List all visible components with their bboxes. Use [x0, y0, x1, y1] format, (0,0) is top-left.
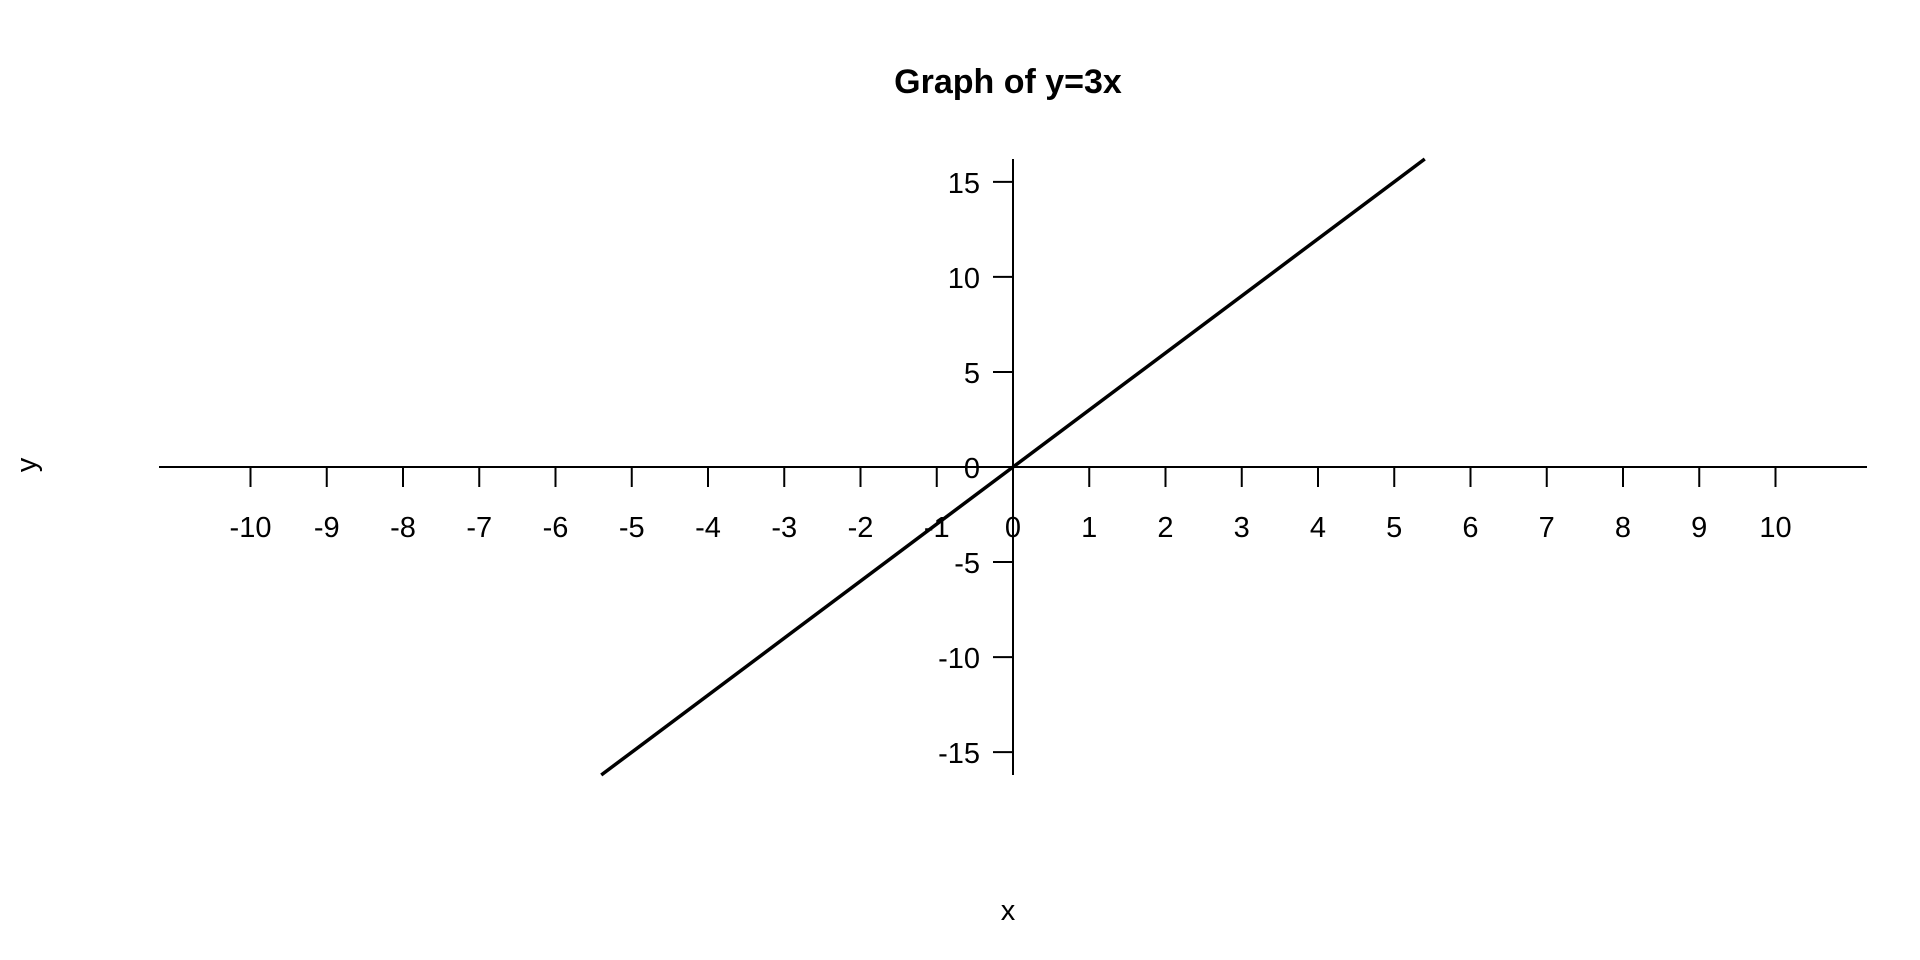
- x-tick-label: -2: [848, 512, 874, 544]
- chart-title: Graph of y=3x: [894, 63, 1122, 101]
- y-tick-label: 5: [964, 358, 980, 390]
- x-tick-label: 7: [1539, 512, 1555, 544]
- y-tick-label: -15: [938, 738, 980, 770]
- x-ticks: -10 -9 -8 -7 -6 -5 -4 -3 -2 -1 0 1 2 3 4 5 6 7 8 9 10: [230, 467, 1792, 544]
- series-group: [600, 157, 1426, 777]
- x-tick-label: -6: [543, 512, 569, 544]
- x-tick-label: 10: [1759, 512, 1791, 544]
- y-tick-label: 10: [948, 263, 980, 295]
- x-axis-title: x: [1001, 895, 1016, 927]
- x-tick-label: 8: [1615, 512, 1631, 544]
- x-tick-label: -8: [390, 512, 416, 544]
- y-axis-title: y: [11, 457, 43, 472]
- x-tick-label: 0: [1005, 512, 1021, 544]
- x-tick-label: 4: [1310, 512, 1326, 544]
- y-tick-label: -5: [954, 548, 980, 580]
- x-tick-label: -7: [466, 512, 492, 544]
- y-tick-label: 15: [948, 168, 980, 200]
- series-line: [600, 157, 1426, 777]
- x-tick-label: -9: [314, 512, 340, 544]
- x-tick-label: -3: [771, 512, 797, 544]
- y-tick-label: 0: [964, 453, 980, 485]
- x-tick-label: 2: [1157, 512, 1173, 544]
- x-tick-label: 5: [1386, 512, 1402, 544]
- x-tick-label: 6: [1462, 512, 1478, 544]
- x-tick-label: -4: [695, 512, 721, 544]
- x-tick-label: 1: [1081, 512, 1097, 544]
- x-tick-label: -5: [619, 512, 645, 544]
- y-ticks: -15 -10 -5 0 5 10 15: [938, 168, 1013, 770]
- y-tick-label: -10: [938, 643, 980, 675]
- x-tick-label: 3: [1234, 512, 1250, 544]
- x-tick-label: -10: [230, 512, 272, 544]
- x-tick-label: 9: [1691, 512, 1707, 544]
